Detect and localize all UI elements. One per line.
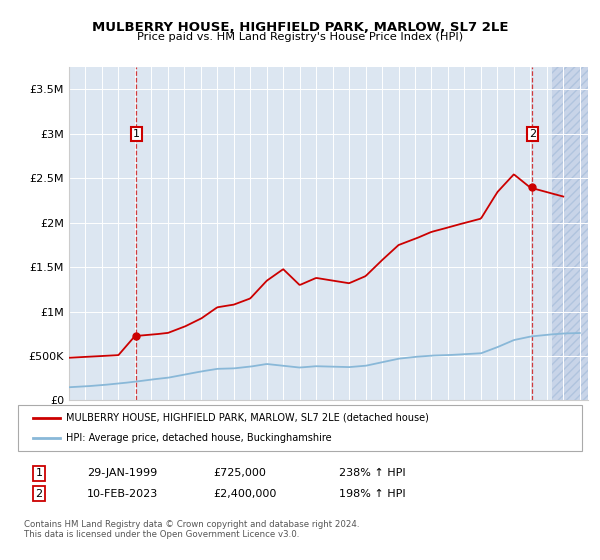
- Bar: [552, 67, 596, 400]
- Text: HPI: Average price, detached house, Buckinghamshire: HPI: Average price, detached house, Buck…: [66, 433, 332, 443]
- Text: £725,000: £725,000: [213, 468, 266, 478]
- Text: 29-JAN-1999: 29-JAN-1999: [87, 468, 157, 478]
- Text: 2: 2: [529, 129, 536, 139]
- Text: 238% ↑ HPI: 238% ↑ HPI: [339, 468, 406, 478]
- Text: 2: 2: [35, 489, 43, 499]
- Text: 10-FEB-2023: 10-FEB-2023: [87, 489, 158, 499]
- Text: MULBERRY HOUSE, HIGHFIELD PARK, MARLOW, SL7 2LE (detached house): MULBERRY HOUSE, HIGHFIELD PARK, MARLOW, …: [66, 413, 429, 423]
- Text: 1: 1: [133, 129, 140, 139]
- Text: Contains HM Land Registry data © Crown copyright and database right 2024.
This d: Contains HM Land Registry data © Crown c…: [24, 520, 359, 539]
- Text: 198% ↑ HPI: 198% ↑ HPI: [339, 489, 406, 499]
- Text: MULBERRY HOUSE, HIGHFIELD PARK, MARLOW, SL7 2LE: MULBERRY HOUSE, HIGHFIELD PARK, MARLOW, …: [92, 21, 508, 34]
- Text: Price paid vs. HM Land Registry's House Price Index (HPI): Price paid vs. HM Land Registry's House …: [137, 32, 463, 43]
- Text: 1: 1: [35, 468, 43, 478]
- Text: £2,400,000: £2,400,000: [213, 489, 277, 499]
